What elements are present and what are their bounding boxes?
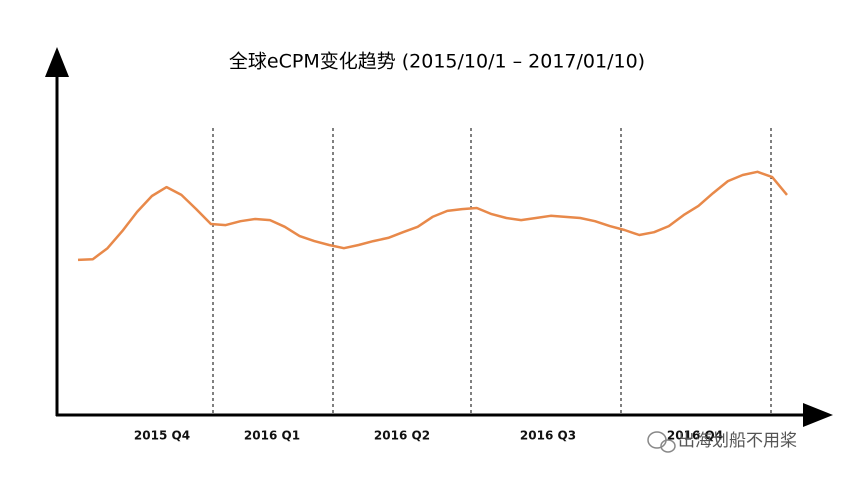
quarter-dividers	[212, 128, 772, 415]
x-tick-label: 2016 Q2	[374, 429, 430, 443]
watermark-icon	[647, 431, 676, 453]
x-tick-label: 2016 Q3	[520, 429, 576, 443]
x-tick-label: 2016 Q1	[244, 429, 300, 443]
line	[77, 170, 788, 262]
x-tick-label: 2015 Q4	[134, 429, 190, 443]
chart-title: 全球eCPM变化趋势 (2015/10/1 – 2017/01/10)	[229, 51, 645, 73]
x-tick-label: 2016 Q4	[667, 429, 723, 443]
watermark: 出海划船不用桨	[678, 431, 797, 451]
